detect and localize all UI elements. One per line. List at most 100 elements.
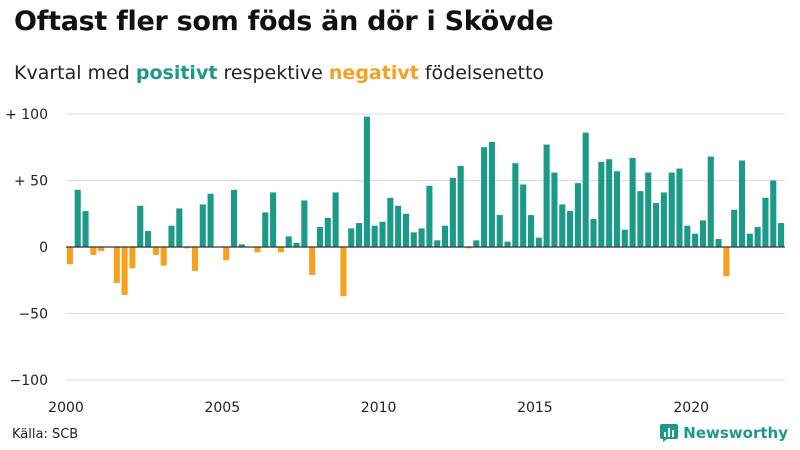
chart-subtitle: Kvartal med positivt respektive negativt… bbox=[14, 62, 544, 84]
bar-negative bbox=[160, 247, 167, 266]
bar-positive bbox=[230, 189, 238, 247]
bar-positive bbox=[496, 215, 503, 247]
bar-positive bbox=[387, 197, 394, 247]
newsworthy-logo-icon bbox=[660, 424, 679, 442]
bar-negative bbox=[129, 247, 136, 269]
bar-positive bbox=[746, 233, 753, 247]
brand-name: Newsworthy bbox=[683, 424, 788, 442]
bar-negative bbox=[340, 247, 347, 297]
bar-positive bbox=[293, 243, 300, 247]
bar-positive bbox=[715, 239, 722, 247]
bar-positive bbox=[660, 192, 667, 247]
y-tick-label: + 100 bbox=[5, 107, 48, 123]
bar-positive bbox=[82, 211, 89, 247]
bar-negative bbox=[152, 247, 159, 255]
bar-positive bbox=[606, 159, 613, 247]
bar-negative bbox=[191, 247, 198, 271]
bar-positive bbox=[653, 203, 660, 247]
bar-positive bbox=[418, 228, 425, 247]
chart-title: Oftast fler som föds än dör i Skövde bbox=[14, 6, 554, 37]
bar-negative bbox=[184, 247, 191, 249]
bar-positive bbox=[676, 168, 683, 247]
bar-positive bbox=[621, 229, 628, 247]
bar-negative bbox=[277, 247, 284, 253]
bar-positive bbox=[645, 172, 652, 247]
bar-positive bbox=[543, 144, 550, 247]
bar-positive bbox=[527, 215, 535, 247]
x-tick-label: 2010 bbox=[361, 400, 397, 416]
x-tick-label: 2000 bbox=[48, 400, 84, 416]
subtitle-negative: negativt bbox=[328, 62, 419, 84]
bar-positive bbox=[512, 163, 519, 247]
bar-positive bbox=[348, 228, 355, 247]
y-tick-label: −50 bbox=[18, 307, 48, 323]
bar-positive bbox=[738, 160, 746, 247]
x-tick-label: 2020 bbox=[673, 400, 709, 416]
bar-positive bbox=[434, 240, 441, 247]
y-tick-label: 0 bbox=[39, 240, 48, 256]
bar-positive bbox=[598, 161, 605, 247]
brand-logo: Newsworthy bbox=[660, 424, 788, 442]
bar-positive bbox=[238, 244, 245, 247]
bar-positive bbox=[457, 165, 464, 247]
bar-negative bbox=[121, 247, 128, 295]
bar-positive bbox=[395, 205, 402, 247]
bar-positive bbox=[762, 197, 769, 247]
bar-positive bbox=[74, 189, 81, 247]
bar-positive bbox=[613, 171, 621, 247]
x-tick-label: 2015 bbox=[517, 400, 553, 416]
bar-negative bbox=[465, 247, 472, 249]
bar-positive bbox=[356, 223, 363, 247]
bar-positive bbox=[332, 192, 339, 247]
bar-positive bbox=[754, 227, 761, 247]
bar-positive bbox=[684, 225, 691, 247]
y-tick-label: + 50 bbox=[14, 174, 48, 190]
bar-negative bbox=[113, 247, 120, 283]
bar-positive bbox=[778, 223, 785, 247]
bar-positive bbox=[551, 172, 558, 247]
bar-positive bbox=[488, 141, 495, 247]
bar-positive bbox=[316, 227, 324, 247]
bar-positive bbox=[371, 225, 378, 247]
bar-positive bbox=[582, 132, 589, 247]
bar-positive bbox=[176, 208, 183, 247]
bar-positive bbox=[137, 205, 144, 247]
bar-positive bbox=[731, 209, 738, 247]
bar-positive bbox=[379, 221, 386, 247]
bar-positive bbox=[535, 237, 542, 247]
bar-negative bbox=[254, 247, 261, 253]
bar-negative bbox=[98, 247, 105, 251]
bar-positive bbox=[504, 241, 511, 247]
subtitle-positive: positivt bbox=[135, 62, 218, 84]
bar-positive bbox=[520, 184, 527, 247]
bar-positive bbox=[574, 183, 581, 247]
bar-positive bbox=[692, 233, 699, 247]
subtitle-prefix: Kvartal med bbox=[14, 62, 136, 84]
bar-positive bbox=[168, 225, 175, 247]
bar-positive bbox=[145, 231, 152, 247]
bar-negative bbox=[90, 247, 97, 255]
bar-positive bbox=[402, 213, 410, 247]
bar-positive bbox=[207, 193, 214, 247]
bar-positive bbox=[699, 220, 706, 247]
bar-positive bbox=[410, 232, 417, 247]
y-tick-label: −100 bbox=[10, 373, 48, 389]
bar-negative bbox=[66, 247, 73, 265]
bar-positive bbox=[637, 191, 644, 247]
bar-negative bbox=[309, 247, 316, 275]
bar-positive bbox=[629, 157, 636, 247]
bar-positive bbox=[285, 236, 292, 247]
bar-positive bbox=[199, 204, 206, 247]
bar-positive bbox=[262, 212, 269, 247]
bar-positive bbox=[363, 116, 370, 247]
bar-positive bbox=[473, 240, 480, 247]
bar-positive bbox=[590, 219, 597, 247]
bar-positive bbox=[707, 156, 714, 247]
subtitle-suffix: födelsenetto bbox=[418, 62, 545, 84]
source-note: Källa: SCB bbox=[12, 427, 79, 442]
bar-positive bbox=[481, 147, 488, 247]
bar-positive bbox=[441, 225, 449, 247]
bar-negative bbox=[723, 247, 730, 277]
bar-positive bbox=[301, 200, 308, 247]
